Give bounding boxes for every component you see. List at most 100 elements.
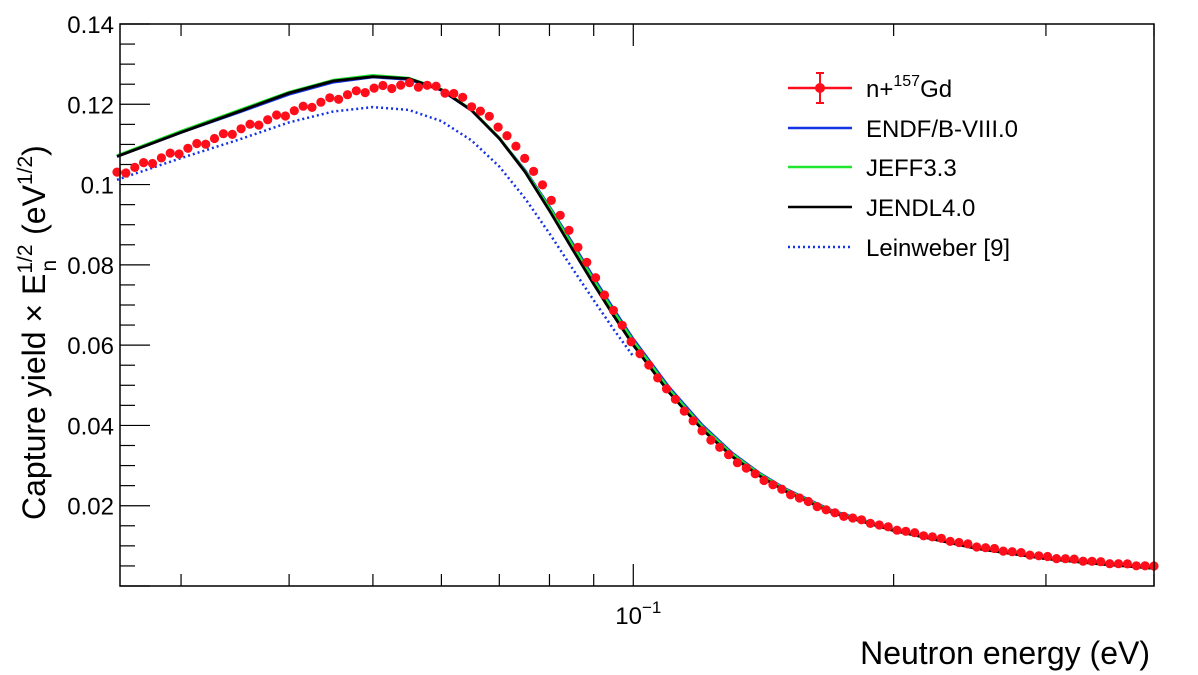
data-point — [786, 490, 796, 500]
legend-label-data-sup: 157 — [893, 73, 920, 90]
y-tick-label: 0.04 — [67, 413, 114, 440]
data-point — [511, 141, 521, 151]
y-axis-title-tail-open: (eV — [16, 184, 52, 243]
data-point — [1034, 551, 1044, 561]
data-point — [1122, 559, 1132, 569]
data-point — [812, 502, 822, 512]
data-point — [254, 120, 264, 130]
series-line-leinweber-9 — [116, 105, 635, 358]
data-point — [165, 148, 175, 158]
data-point — [794, 493, 805, 503]
data-point — [440, 88, 450, 98]
data-point — [1096, 557, 1106, 567]
data-point — [573, 242, 583, 252]
y-tick-label: 0.06 — [67, 333, 114, 360]
legend-label-leinweber: Leinweber [9] — [866, 235, 1010, 262]
data-point — [830, 508, 840, 518]
data-point — [768, 480, 778, 490]
data-point — [422, 80, 432, 90]
data-point — [919, 531, 929, 541]
data-point — [635, 349, 645, 359]
data-point — [520, 153, 530, 163]
data-point — [502, 131, 512, 141]
data-point — [307, 102, 317, 112]
data-point — [192, 138, 202, 149]
data-point — [1025, 550, 1035, 560]
data-point — [475, 106, 485, 116]
data-point — [351, 86, 361, 96]
data-point — [342, 90, 353, 100]
data-point — [901, 526, 911, 536]
data-point — [1087, 556, 1097, 566]
data-point — [599, 290, 610, 300]
x-tick-label-exp: −1 — [642, 598, 661, 617]
data-point — [741, 463, 751, 473]
legend: n+157Gd ENDF/B-VIII.0 JEFF3.3 JENDL4.0 L… — [788, 72, 1018, 262]
data-point — [1140, 561, 1150, 571]
legend-label-data: n+157Gd — [866, 73, 952, 103]
data-point — [555, 210, 565, 220]
y-axis-title: Capture yield × E1/2n (eV1/2) — [14, 145, 61, 520]
data-point — [1043, 551, 1053, 562]
y-tick-labels: 0.02 0.04 0.06 0.08 0.1 0.12 0.14 — [67, 12, 114, 521]
data-point — [608, 305, 619, 315]
data-point — [245, 119, 255, 129]
y-axis-title-sup: 1/2 — [14, 244, 37, 273]
data-point — [1078, 556, 1088, 566]
y-axis-title-main: Capture yield × E — [16, 274, 52, 520]
legend-label-data-pre: n+ — [866, 76, 893, 103]
data-point — [653, 373, 663, 383]
data-point — [945, 536, 955, 547]
data-point — [404, 78, 415, 88]
data-point — [147, 158, 158, 169]
y-tick-label: 0.14 — [67, 12, 114, 39]
x-tick-label: 10−1 — [615, 598, 661, 630]
data-point — [396, 80, 406, 90]
data-point — [209, 133, 220, 144]
data-point — [750, 469, 760, 479]
data-point — [387, 83, 397, 94]
data-point — [617, 320, 627, 330]
data-point — [963, 539, 973, 549]
data-point — [989, 543, 1000, 554]
data-point — [139, 158, 149, 168]
data-point — [334, 94, 344, 104]
data-point — [927, 532, 938, 542]
data-point — [272, 110, 282, 120]
data-point — [537, 180, 548, 190]
data-point — [493, 122, 503, 132]
data-point — [1131, 561, 1141, 571]
data-point — [156, 153, 166, 163]
data-point — [484, 111, 494, 121]
data-point — [892, 525, 902, 535]
data-point — [936, 533, 946, 543]
y-axis-title-tail-sup: 1/2 — [14, 156, 37, 185]
data-points-layer — [112, 78, 1159, 571]
data-point — [591, 273, 601, 283]
data-point — [130, 162, 140, 172]
data-point — [174, 149, 184, 159]
data-point — [670, 394, 681, 404]
data-point — [298, 101, 308, 111]
data-point — [413, 82, 423, 92]
data-point — [759, 475, 769, 486]
data-point — [280, 111, 290, 121]
data-point — [325, 93, 335, 103]
data-point — [431, 81, 441, 91]
legend-label-jendl: JENDL4.0 — [866, 195, 975, 222]
data-point — [848, 513, 858, 523]
data-point — [227, 129, 237, 139]
data-point — [1113, 559, 1124, 569]
data-point — [369, 83, 379, 93]
data-point — [697, 426, 707, 436]
data-point — [803, 496, 813, 507]
legend-label-endf: ENDF/B-VIII.0 — [866, 116, 1018, 143]
data-point — [839, 511, 849, 521]
x-tick-labels: 10−1 — [615, 598, 661, 630]
data-point — [201, 139, 211, 149]
data-point — [449, 88, 459, 99]
data-point — [910, 528, 920, 538]
data-point — [1069, 554, 1079, 564]
